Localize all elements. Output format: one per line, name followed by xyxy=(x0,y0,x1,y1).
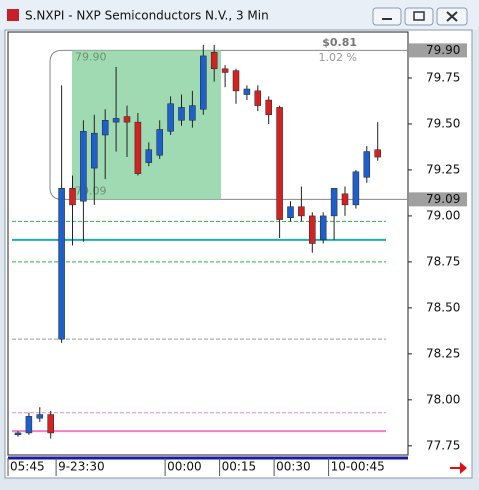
price-tag xyxy=(409,43,467,58)
candle-body xyxy=(298,206,305,217)
candle-body xyxy=(232,70,240,92)
x-tick-label: 10-00:45 xyxy=(331,460,385,474)
y-tick-label: 79.00 xyxy=(426,208,460,222)
candle-body xyxy=(352,171,360,206)
x-tick-label: 00:00 xyxy=(167,460,202,474)
maximize-button[interactable] xyxy=(404,7,434,26)
candle-body xyxy=(25,416,33,434)
y-tick-label: 79.25 xyxy=(426,162,460,176)
x-tick-label: 00:15 xyxy=(222,460,257,474)
candle-body xyxy=(134,121,142,174)
measure-top-label: 79.90 xyxy=(75,50,107,63)
candle-body xyxy=(287,206,294,219)
candle-body xyxy=(156,129,163,156)
close-icon xyxy=(446,11,458,22)
price-tag-label: 79.09 xyxy=(426,192,460,206)
measure-percent: 1.02 % xyxy=(319,51,357,64)
candle-body xyxy=(58,188,65,340)
candle-body xyxy=(91,132,98,169)
candle-body xyxy=(309,215,316,244)
candle-body xyxy=(14,432,22,436)
candle-body xyxy=(145,149,153,163)
candle-body xyxy=(276,107,283,220)
candle-body xyxy=(243,88,251,95)
candle-body xyxy=(123,116,131,123)
measure-bracket xyxy=(49,49,408,200)
scroll-arrow[interactable] xyxy=(450,462,467,474)
candle-body xyxy=(189,105,196,121)
candle-body xyxy=(341,193,349,206)
measure-change: $0.81 xyxy=(322,36,357,49)
candle-body xyxy=(80,131,87,202)
measure-box xyxy=(72,50,221,200)
candle-body xyxy=(330,188,338,217)
candle-body xyxy=(221,68,229,73)
candle-body xyxy=(112,118,120,123)
price-tag xyxy=(409,192,467,207)
measure-bottom-label: 79.09 xyxy=(75,184,107,197)
y-tick-label: 78.25 xyxy=(426,346,460,360)
candle-body xyxy=(167,103,174,132)
minimize-button[interactable] xyxy=(372,7,402,26)
app-icon xyxy=(7,9,19,21)
candle-body xyxy=(47,414,54,434)
x-tick-label: 9-23:30 xyxy=(58,460,105,474)
y-tick-label: 78.50 xyxy=(426,300,460,314)
x-tick-label: 05:45 xyxy=(10,460,45,474)
candle-body xyxy=(265,99,272,116)
candle-body xyxy=(319,215,327,241)
y-tick-label: 77.75 xyxy=(426,438,460,452)
price-tag-label: 79.90 xyxy=(426,43,460,57)
y-tick-label: 79.75 xyxy=(426,70,460,84)
candle-body xyxy=(200,55,207,110)
candle-body xyxy=(178,107,185,121)
maximize-icon xyxy=(413,11,425,21)
candle-body xyxy=(69,188,76,206)
candle-body xyxy=(254,90,262,106)
candle-body xyxy=(101,120,109,136)
candle-body xyxy=(374,149,381,158)
window-title: S.NXPI - NXP Semiconductors N.V., 3 Min xyxy=(25,9,269,23)
candle-body xyxy=(36,414,44,419)
y-tick-label: 78.00 xyxy=(426,392,460,406)
y-tick-label: 79.50 xyxy=(426,116,460,130)
y-tick-label: 78.75 xyxy=(426,254,460,268)
candle-body xyxy=(210,51,218,70)
x-tick-label: 00:30 xyxy=(276,460,311,474)
candle-body xyxy=(363,151,371,178)
